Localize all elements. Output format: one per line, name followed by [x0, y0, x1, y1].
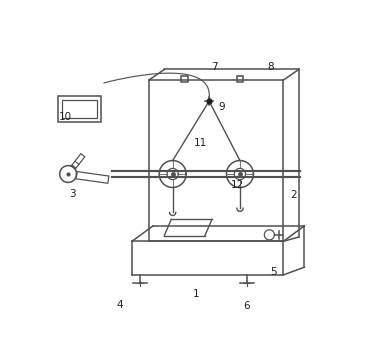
Text: 6: 6: [244, 301, 250, 311]
Bar: [237, 76, 243, 82]
Text: 8: 8: [268, 62, 274, 72]
Text: 5: 5: [270, 267, 277, 277]
Bar: [181, 76, 188, 82]
Text: 12: 12: [230, 180, 244, 190]
Text: 2: 2: [290, 190, 297, 200]
Bar: [62, 100, 97, 118]
Text: 10: 10: [59, 111, 72, 122]
Bar: [58, 95, 101, 122]
Text: 1: 1: [193, 289, 200, 299]
Text: 9: 9: [218, 102, 225, 112]
Text: 7: 7: [211, 62, 218, 72]
Text: 11: 11: [194, 138, 207, 148]
Text: 3: 3: [69, 189, 76, 199]
Text: 4: 4: [116, 300, 123, 310]
